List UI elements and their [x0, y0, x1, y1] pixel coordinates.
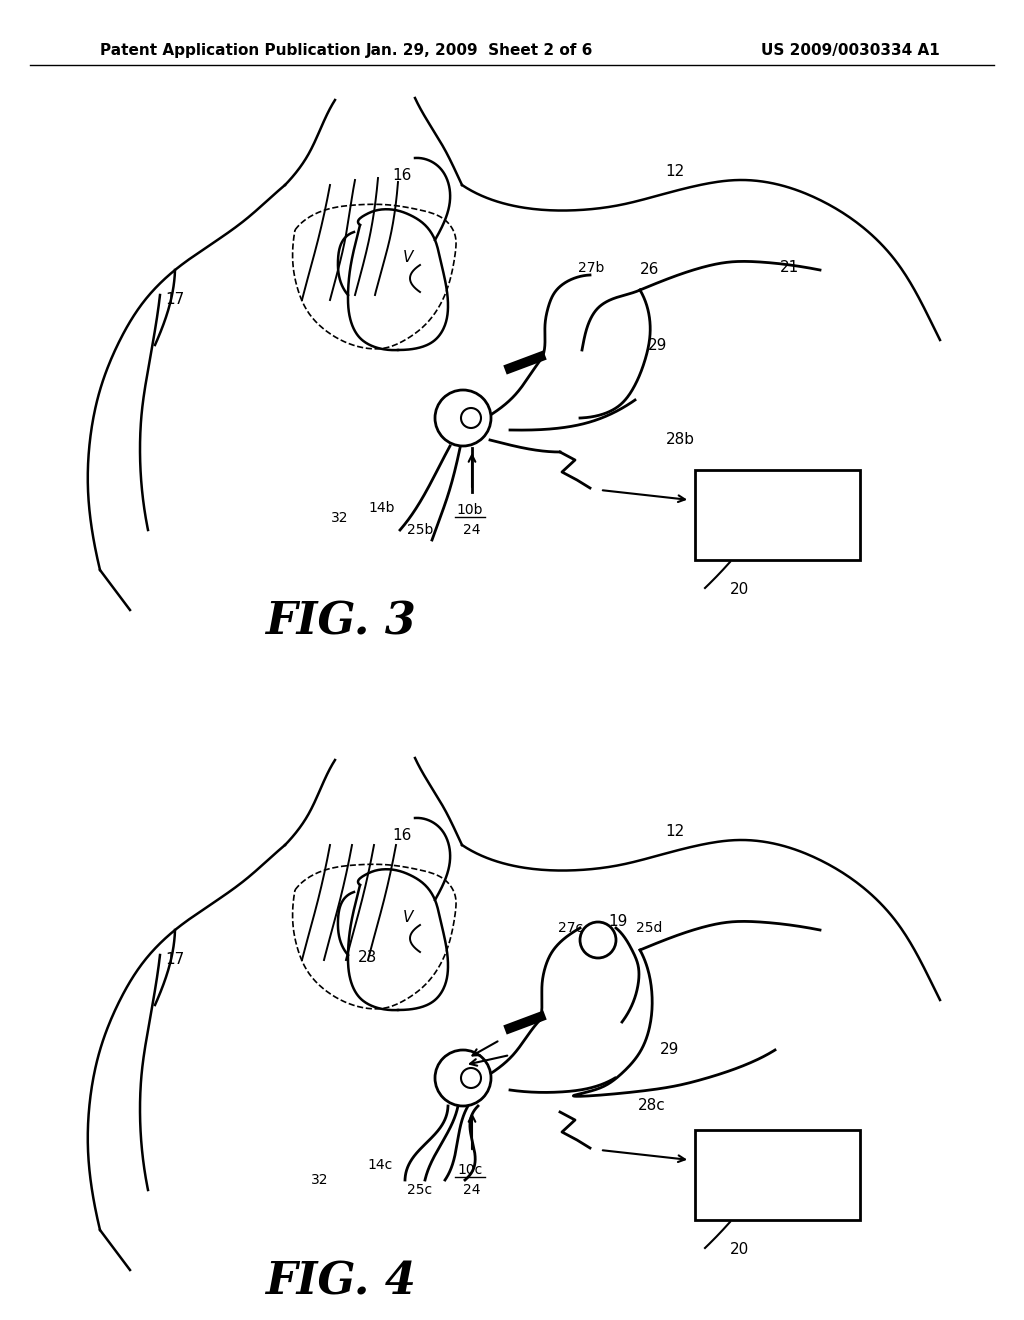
Text: FIG. 3: FIG. 3 — [264, 601, 416, 644]
Text: 20: 20 — [730, 582, 750, 598]
Bar — [695, 470, 860, 560]
Text: 21: 21 — [780, 260, 800, 276]
Text: 10b: 10b — [457, 503, 483, 517]
Text: 14b: 14b — [369, 502, 395, 515]
Text: 14c: 14c — [368, 1158, 392, 1172]
Text: V: V — [402, 911, 414, 925]
Text: 10c: 10c — [458, 1163, 482, 1177]
Text: 12: 12 — [665, 825, 684, 840]
Text: 20: 20 — [730, 1242, 750, 1258]
Text: 25b: 25b — [407, 523, 433, 537]
Circle shape — [435, 1049, 490, 1106]
Text: 28b: 28b — [666, 433, 695, 447]
Text: Patent Application Publication: Patent Application Publication — [100, 42, 360, 58]
Text: 28c: 28c — [638, 1097, 666, 1113]
Text: Jan. 29, 2009  Sheet 2 of 6: Jan. 29, 2009 Sheet 2 of 6 — [367, 42, 594, 58]
Text: 32: 32 — [331, 511, 349, 525]
Circle shape — [435, 389, 490, 446]
Text: 17: 17 — [165, 293, 184, 308]
Text: 19: 19 — [608, 915, 628, 929]
Text: 29: 29 — [660, 1043, 679, 1057]
Circle shape — [580, 921, 616, 958]
Text: 26: 26 — [640, 263, 659, 277]
Text: 16: 16 — [392, 168, 412, 182]
Text: 23: 23 — [358, 950, 378, 965]
Text: 27c: 27c — [558, 921, 583, 935]
Text: 17: 17 — [165, 953, 184, 968]
Text: 12: 12 — [665, 165, 684, 180]
Text: 24: 24 — [463, 1183, 480, 1197]
Text: US 2009/0030334 A1: US 2009/0030334 A1 — [761, 42, 940, 58]
Text: 32: 32 — [311, 1173, 329, 1187]
Text: 25d: 25d — [636, 921, 663, 935]
Text: 29: 29 — [648, 338, 668, 352]
Text: 16: 16 — [392, 828, 412, 842]
Text: 25c: 25c — [408, 1183, 432, 1197]
Bar — [695, 1130, 860, 1220]
Text: FIG. 4: FIG. 4 — [264, 1261, 416, 1304]
Text: 24: 24 — [463, 523, 480, 537]
Text: 27b: 27b — [578, 261, 604, 275]
Text: V: V — [402, 251, 414, 265]
